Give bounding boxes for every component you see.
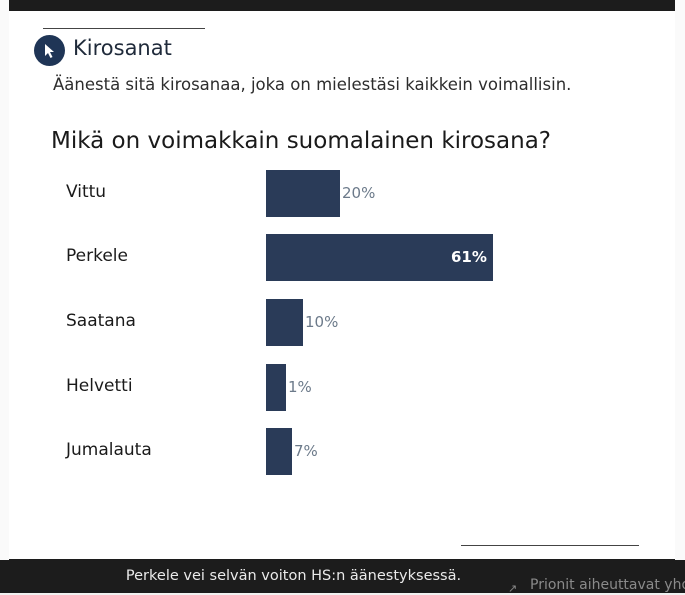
top-divider [43, 28, 205, 29]
chart-row: Vittu 20% [9, 170, 675, 218]
background-headline-fragment[interactable]: Prionit aiheuttavat yhd [530, 577, 685, 593]
background-page-left [0, 0, 9, 560]
percent-label: 10% [305, 313, 339, 331]
arrow-icon: ↗ [508, 583, 518, 595]
category-label: Helvetti [66, 376, 133, 396]
category-label: Saatana [66, 311, 136, 331]
category-label: Vittu [66, 182, 107, 202]
percent-label: 7% [294, 442, 318, 460]
poll-brand-title: Kirosanat [73, 36, 172, 60]
chart-row: Helvetti 1% [9, 364, 675, 412]
poll-question: Mikä on voimakkain suomalainen kirosana? [51, 128, 552, 154]
image-caption: Perkele vei selvän voiton HS:n äänestyks… [125, 568, 462, 584]
category-label: Perkele [66, 246, 128, 266]
cursor-icon [44, 43, 54, 58]
result-bar [266, 234, 493, 281]
cursor-badge [34, 35, 65, 66]
result-bar [266, 428, 292, 475]
background-page-right [675, 0, 685, 560]
result-bar [266, 170, 340, 217]
bottom-divider [461, 545, 639, 546]
chart-row: Perkele 61% [9, 234, 675, 282]
result-bar [266, 299, 303, 346]
category-label: Jumalauta [66, 440, 152, 460]
percent-label: 1% [288, 378, 312, 396]
chart-row: Jumalauta 7% [9, 428, 675, 476]
percent-label: 20% [342, 184, 376, 202]
poll-intro-text: Äänestä sitä kirosanaa, joka on mielestä… [53, 75, 572, 94]
poll-card: Kirosanat Äänestä sitä kirosanaa, joka o… [9, 11, 675, 559]
result-bar [266, 364, 286, 411]
percent-label: 61% [451, 248, 487, 266]
chart-row: Saatana 10% [9, 299, 675, 347]
